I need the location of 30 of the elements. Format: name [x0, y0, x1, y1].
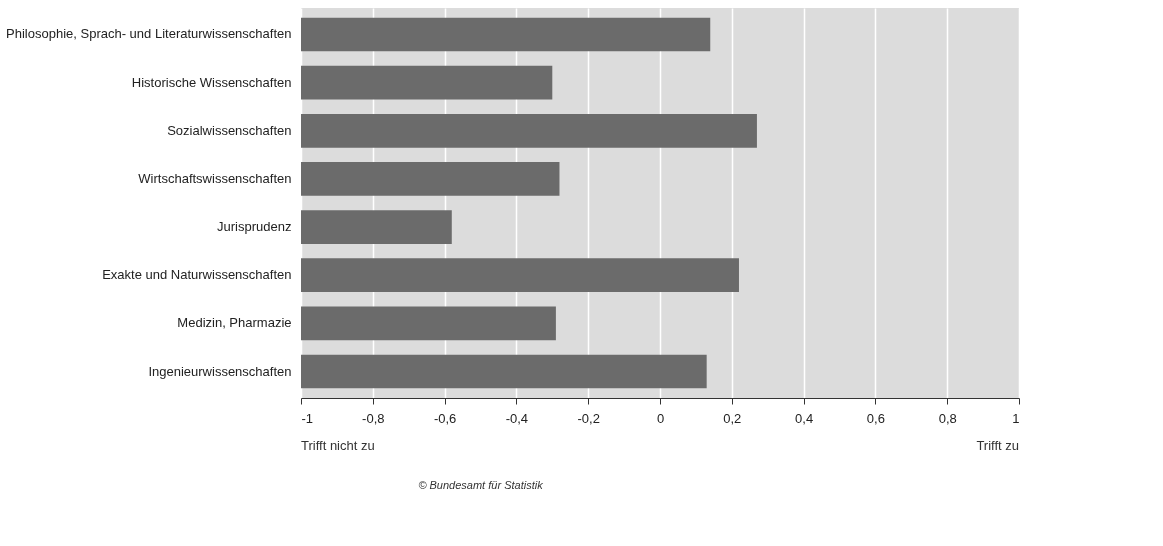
x-tick-label: -1 [301, 410, 314, 426]
y-tick-label: Ingenieurwissenschaften [148, 363, 292, 379]
bar [301, 17, 711, 52]
x-tick-label: 1 [1012, 410, 1020, 426]
x-tick-label: 0,8 [938, 410, 957, 426]
text: Trifft zu [976, 438, 1019, 453]
text: © Bundesamt für Statistik [418, 479, 544, 491]
bar [301, 258, 739, 293]
y-tick-label: Jurisprudenz [217, 219, 292, 235]
x-tick-label: -0,2 [577, 410, 600, 426]
y-tick-label: Philosophie, Sprach- und Literaturwissenschaften [6, 26, 292, 42]
bar [301, 65, 553, 100]
bar [301, 354, 707, 389]
x-tick-label: -0,4 [505, 410, 529, 426]
x-tick-label: 0 [656, 410, 665, 426]
y-tick-label: Sozialwissenschaften [167, 122, 292, 138]
x-tick-label: -0,6 [433, 410, 457, 426]
x-tick-label: -0,8 [362, 410, 385, 426]
text: Trifft nicht zu [301, 438, 375, 453]
x-tick-label: 0,2 [723, 410, 742, 426]
y-tick-label: Exakte und Naturwissenschaften [102, 267, 292, 283]
y-tick-label: Historische Wissenschaften [131, 74, 292, 90]
x-tick-label: 0,6 [866, 410, 885, 426]
bar [301, 113, 757, 148]
y-tick-label: Wirtschaftswissenschaften [138, 170, 292, 186]
bar [301, 210, 452, 244]
y-tick-label: Medizin, Pharmazie [177, 315, 292, 331]
x-tick-label: 0,4 [795, 410, 814, 426]
bar [301, 162, 560, 196]
bar [301, 306, 556, 341]
